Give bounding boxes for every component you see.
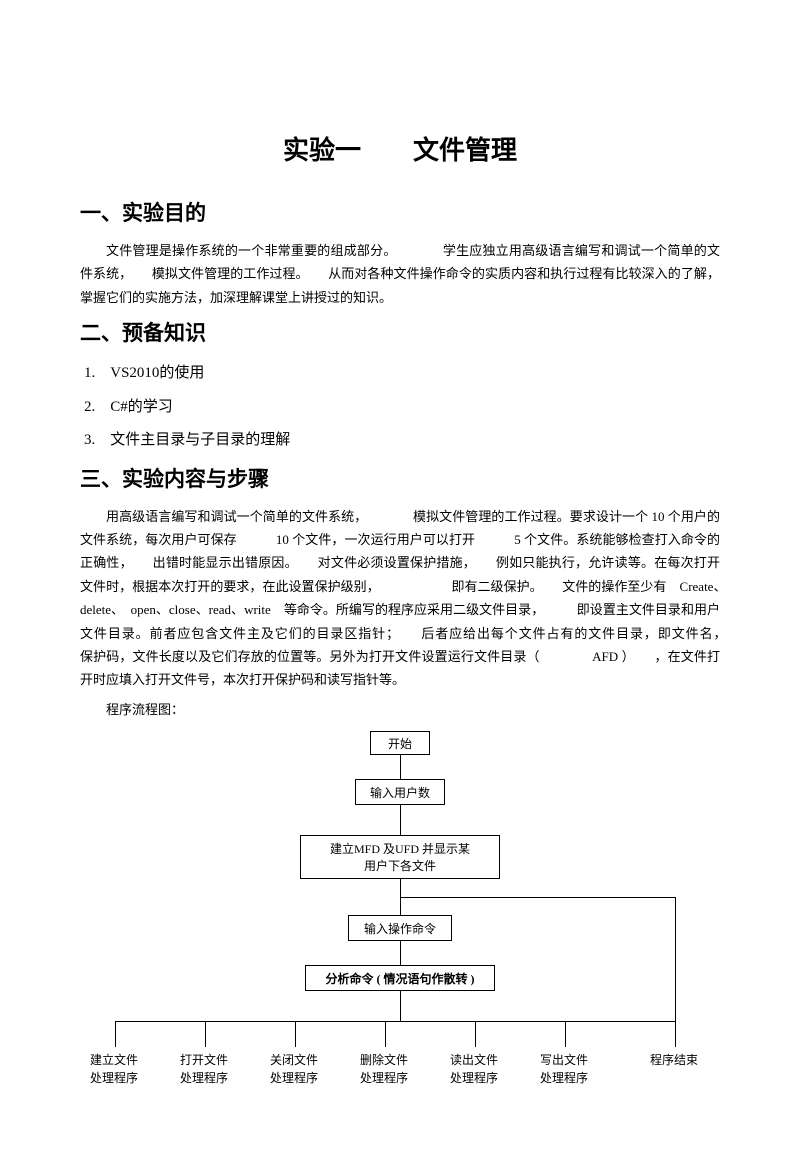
section3-para1: 用高级语言编写和调试一个简单的文件系统， 模拟文件管理的工作过程。要求设计一个 … (80, 505, 720, 692)
section2-heading: 二、预备知识 (80, 317, 720, 347)
flow-leaf-1: 建立文件处理程序 (90, 1051, 138, 1087)
prereq-item-1: 1. VS2010的使用 (80, 359, 720, 388)
flow-line (400, 941, 401, 965)
section3-para2: 程序流程图： (80, 698, 720, 721)
flow-leaf-4: 删除文件处理程序 (360, 1051, 408, 1087)
flow-analyze: 分析命令 ( 情况语句作散转 ) (305, 965, 495, 991)
flowchart: 开始 输入用户数 建立MFD 及UFD 并显示某 用户下各文件 输入操作命令 分… (80, 731, 720, 1151)
section1-para: 文件管理是操作系统的一个非常重要的组成部分。 学生应独立用高级语言编写和调试一个… (80, 239, 720, 309)
flow-leaf-2: 打开文件处理程序 (180, 1051, 228, 1087)
section1-heading: 一、实验目的 (80, 197, 720, 227)
flow-line-right (400, 897, 675, 898)
flow-leaf-3: 关闭文件处理程序 (270, 1051, 318, 1087)
flow-leaf-5: 读出文件处理程序 (450, 1051, 498, 1087)
prereq-item-2: 2. C#的学习 (80, 393, 720, 422)
flow-leaf-6: 写出文件处理程序 (540, 1051, 588, 1087)
flow-start: 开始 (370, 731, 430, 755)
flow-input-users: 输入用户数 (355, 779, 445, 805)
page-title: 实验一 文件管理 (80, 130, 720, 167)
section3-heading: 三、实验内容与步骤 (80, 463, 720, 493)
flow-branch-v5 (475, 1021, 476, 1047)
flow-leaf-7: 程序结束 (650, 1051, 698, 1069)
flow-branch-v1 (115, 1021, 116, 1047)
prereq-item-3: 3. 文件主目录与子目录的理解 (80, 426, 720, 455)
flow-line (400, 805, 401, 835)
flow-branch-v3 (295, 1021, 296, 1047)
flow-branch-v6 (565, 1021, 566, 1047)
flow-branch-v7 (675, 1021, 676, 1047)
flow-line (400, 991, 401, 1021)
flow-branch-v2 (205, 1021, 206, 1047)
flow-line (400, 755, 401, 779)
flow-branch-v4 (385, 1021, 386, 1047)
flow-build-mfd: 建立MFD 及UFD 并显示某 用户下各文件 (300, 835, 500, 879)
flow-input-cmd: 输入操作命令 (348, 915, 452, 941)
flow-branch (115, 1021, 675, 1022)
